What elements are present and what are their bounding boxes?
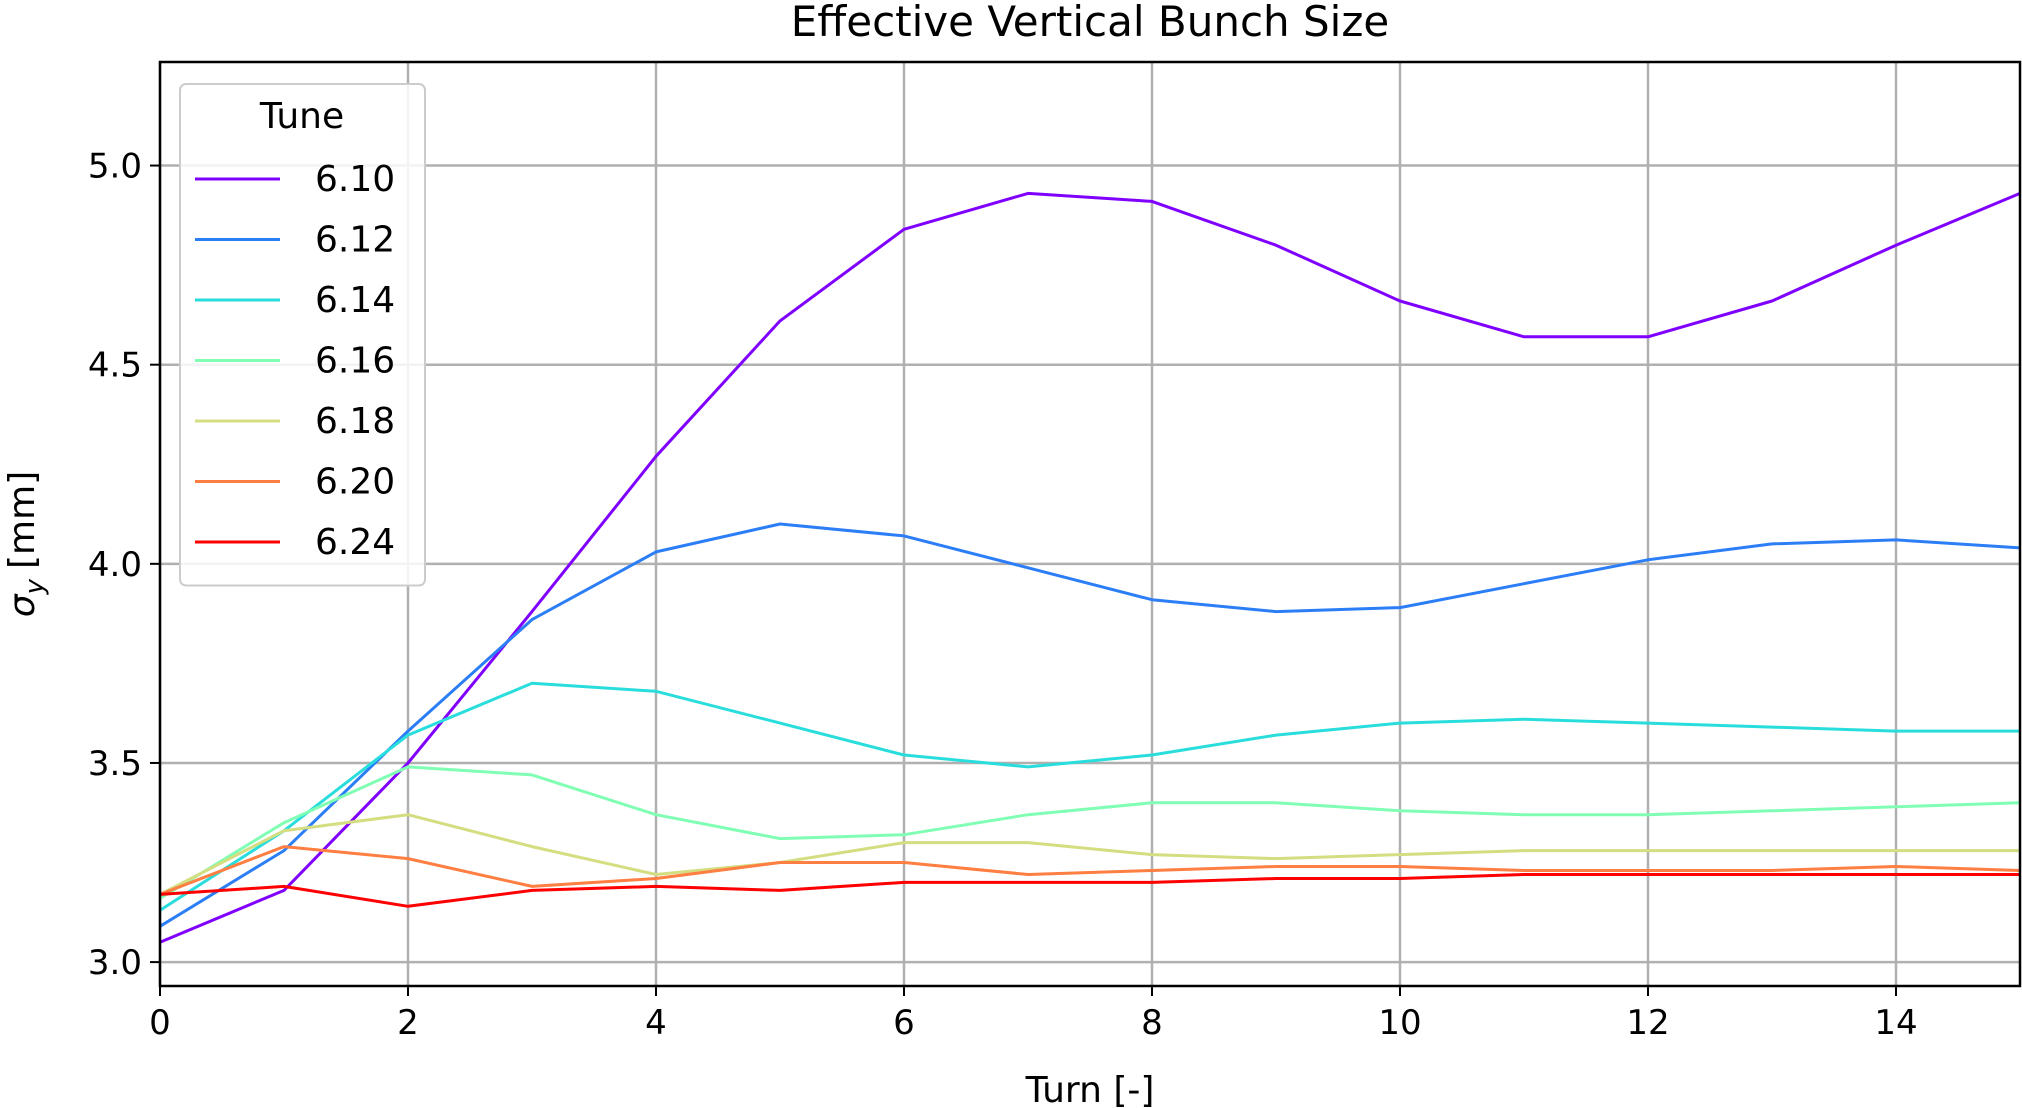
series-line-6-16 bbox=[159, 765, 2021, 900]
x-tick-label: 12 bbox=[1626, 1003, 1669, 1043]
x-tick-label: 6 bbox=[893, 1003, 915, 1043]
legend-label: 6.18 bbox=[315, 401, 395, 442]
y-axis-unit: [mm] bbox=[2, 471, 43, 569]
plot-frame bbox=[158, 60, 2022, 988]
chart-title: Effective Vertical Bunch Size bbox=[791, 0, 1389, 46]
x-axis-title: Turn [-] bbox=[1025, 1070, 1155, 1108]
legend: Tune 6.10 6.12 6.14 6.16 6.18 6.20 6.24 bbox=[179, 83, 426, 587]
legend-label: 6.24 bbox=[315, 522, 395, 563]
series-line-6-20 bbox=[159, 845, 2021, 896]
x-tick-label: 4 bbox=[645, 1003, 667, 1043]
y-ticks: 3.0 3.5 4.0 4.5 5.0 bbox=[88, 147, 160, 983]
series-line-6-14 bbox=[159, 681, 2020, 912]
legend-label: 6.10 bbox=[315, 159, 395, 200]
series-line-6-24 bbox=[159, 873, 2020, 908]
legend-title: Tune bbox=[259, 96, 344, 137]
y-tick-label: 4.0 bbox=[88, 545, 142, 585]
series-line-6-18 bbox=[159, 813, 2020, 896]
y-tick-label: 4.5 bbox=[88, 346, 142, 386]
y-axis-title: σy [mm] bbox=[2, 471, 50, 617]
y-tick-label: 3.0 bbox=[88, 943, 142, 983]
legend-label: 6.12 bbox=[315, 220, 395, 261]
legend-label: 6.20 bbox=[315, 462, 395, 503]
x-ticks: 0 2 4 6 8 10 12 14 bbox=[149, 986, 1918, 1043]
legend-label: 6.14 bbox=[315, 280, 395, 321]
plot-lines bbox=[159, 191, 2021, 944]
series-line-6-12 bbox=[159, 522, 2021, 928]
series-line-6-10 bbox=[159, 191, 2021, 944]
x-tick-label: 14 bbox=[1874, 1003, 1917, 1043]
x-tick-label: 0 bbox=[149, 1003, 171, 1043]
y-tick-label: 5.0 bbox=[88, 147, 142, 187]
grid bbox=[158, 62, 2020, 986]
legend-entries: 6.10 6.12 6.14 6.16 6.18 6.20 6.24 bbox=[195, 159, 395, 563]
x-tick-label: 10 bbox=[1378, 1003, 1421, 1043]
legend-box bbox=[179, 83, 426, 587]
y-axis-symbol: σ bbox=[2, 593, 43, 617]
x-tick-label: 8 bbox=[1141, 1003, 1163, 1043]
y-axis-subscript: y bbox=[20, 578, 50, 595]
x-tick-label: 2 bbox=[397, 1003, 419, 1043]
y-tick-label: 3.5 bbox=[88, 744, 142, 784]
legend-label: 6.16 bbox=[315, 341, 395, 382]
